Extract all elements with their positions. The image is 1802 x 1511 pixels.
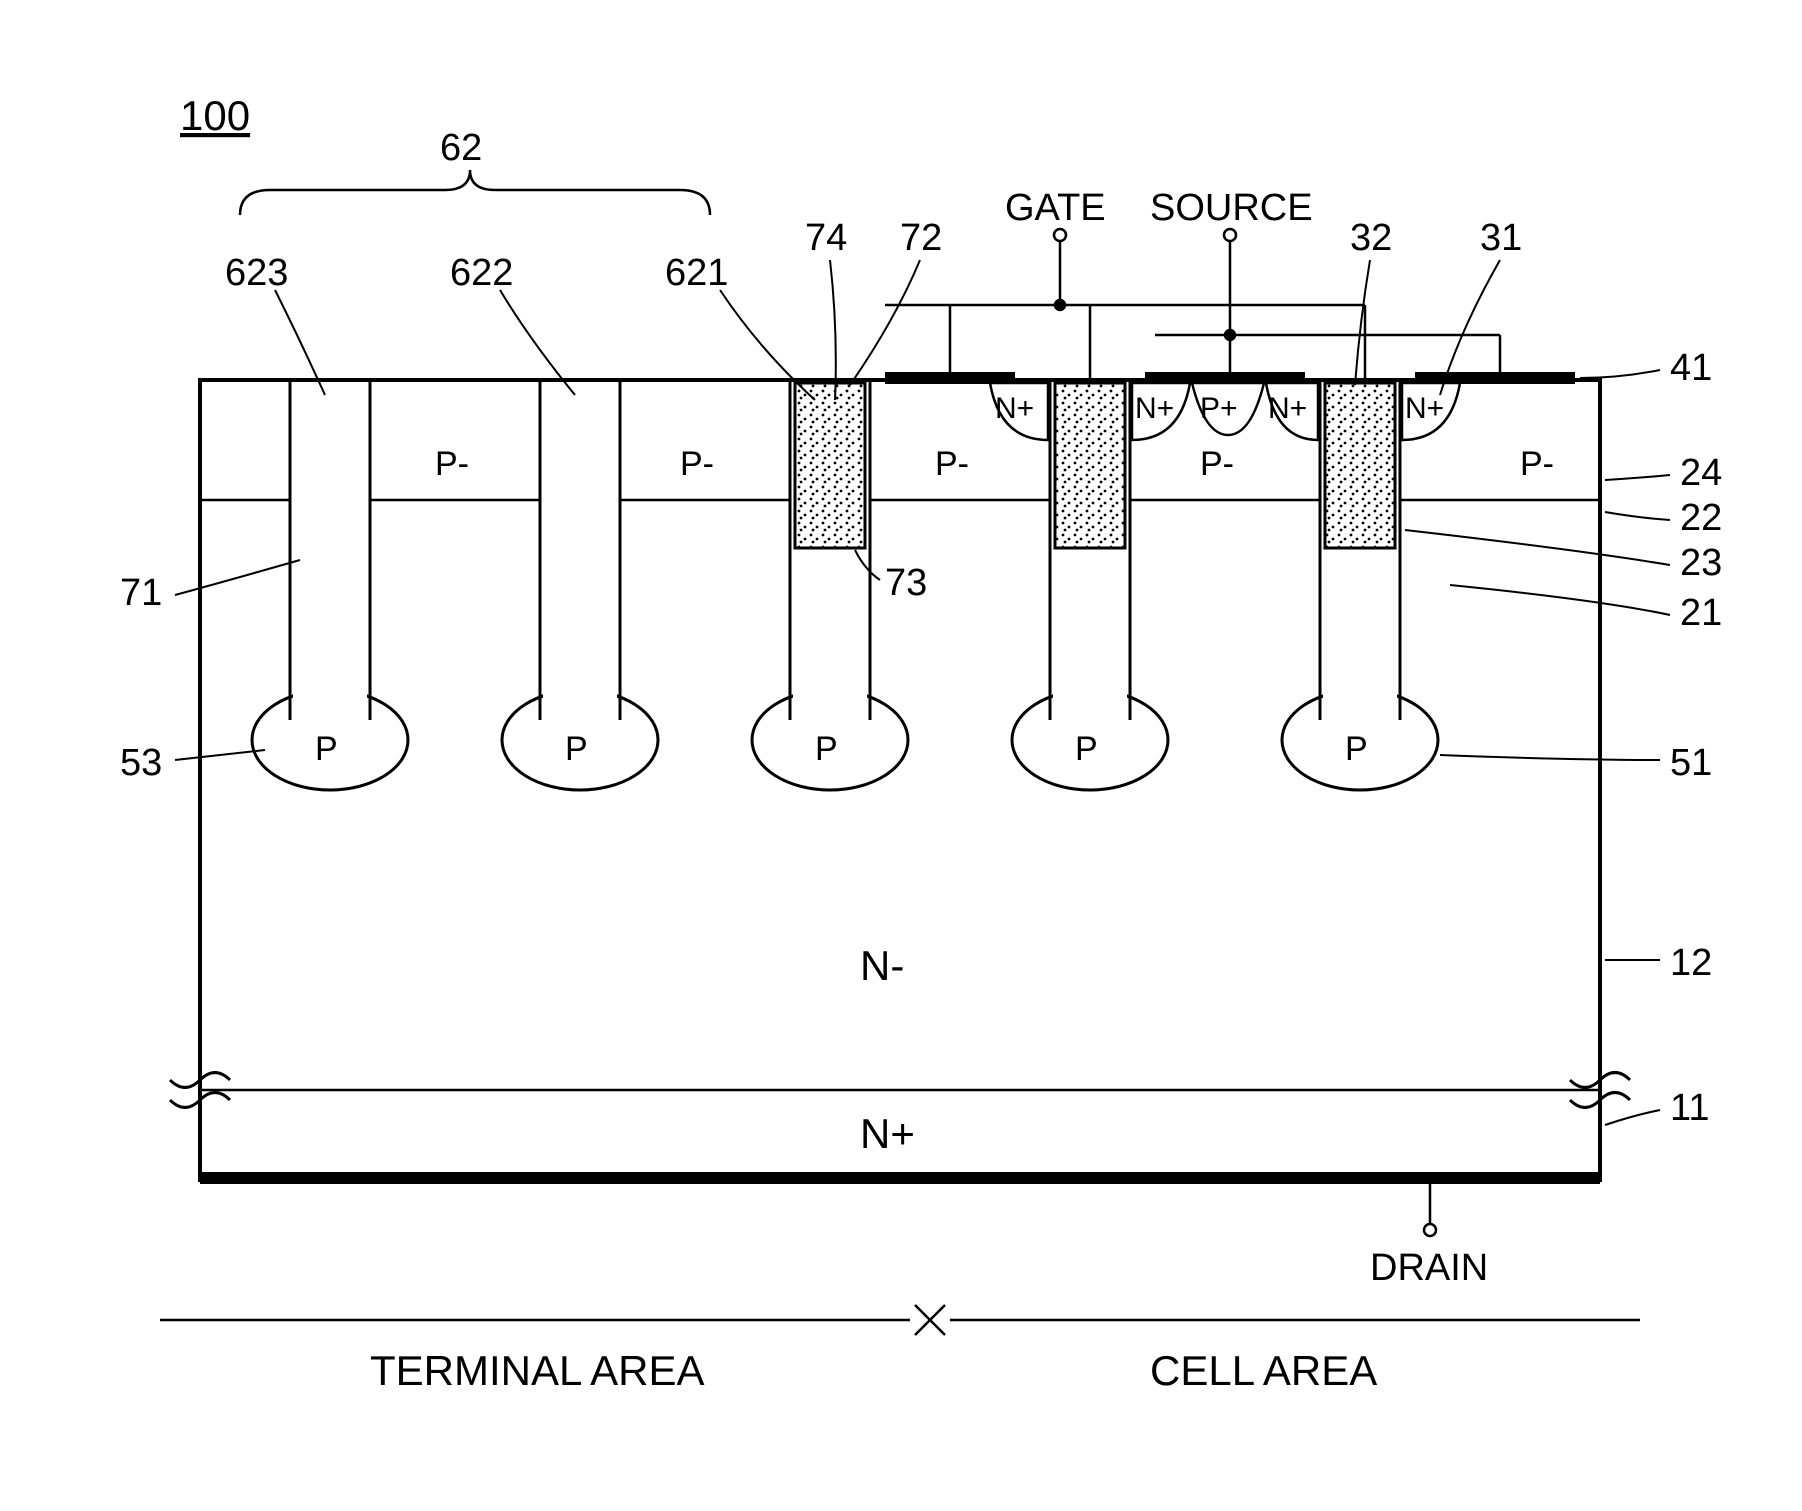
n-plus-label: N+ bbox=[1135, 392, 1174, 425]
ref-22: 22 bbox=[1680, 497, 1722, 539]
gate-terminal-label: GATE bbox=[1005, 187, 1106, 229]
p-body-label: P- bbox=[680, 445, 714, 483]
semiconductor-cross-section: 100 P bbox=[40, 40, 1760, 1470]
ref-24: 24 bbox=[1680, 452, 1722, 494]
brace-62 bbox=[240, 170, 710, 215]
p-body-label: P- bbox=[935, 445, 969, 483]
ref-71: 71 bbox=[120, 572, 162, 614]
ref-73: 73 bbox=[885, 562, 927, 604]
p-body-label: P- bbox=[1520, 445, 1554, 483]
ref-621: 621 bbox=[665, 252, 728, 294]
cell-area-label: CELL AREA bbox=[1150, 1347, 1377, 1394]
p-pocket-label: P bbox=[565, 730, 588, 768]
ref-72: 72 bbox=[900, 217, 942, 259]
n-plus-label: N+ bbox=[1405, 392, 1444, 425]
p-pocket-label: P bbox=[315, 730, 338, 768]
ref-21: 21 bbox=[1680, 592, 1722, 634]
ref-622: 622 bbox=[450, 252, 513, 294]
area-divider bbox=[160, 1305, 1640, 1335]
ref-12: 12 bbox=[1670, 942, 1712, 984]
ref-41: 41 bbox=[1670, 347, 1712, 389]
terminal-wiring bbox=[885, 229, 1500, 380]
p-body-label: P- bbox=[435, 445, 469, 483]
figure-number: 100 bbox=[180, 92, 250, 139]
p-pocket-label: P bbox=[815, 730, 838, 768]
ref-31: 31 bbox=[1480, 217, 1522, 259]
p-pocket-label: P bbox=[1345, 730, 1368, 768]
terminal-area-label: TERMINAL AREA bbox=[370, 1347, 705, 1394]
drift-label: N- bbox=[860, 942, 904, 989]
ref-51: 51 bbox=[1670, 742, 1712, 784]
ref-32: 32 bbox=[1350, 217, 1392, 259]
substrate-label: N+ bbox=[860, 1110, 915, 1157]
ref-623: 623 bbox=[225, 252, 288, 294]
ref-62: 62 bbox=[440, 127, 482, 169]
p-body-label: P- bbox=[1200, 445, 1234, 483]
source-terminal-label: SOURCE bbox=[1150, 187, 1313, 229]
ref-53: 53 bbox=[120, 742, 162, 784]
p-plus-label: P+ bbox=[1200, 392, 1238, 425]
ref-11: 11 bbox=[1670, 1087, 1709, 1129]
n-plus-label: N+ bbox=[995, 392, 1034, 425]
ref-74: 74 bbox=[805, 217, 847, 259]
ref-23: 23 bbox=[1680, 542, 1722, 584]
drain-terminal bbox=[1424, 1184, 1436, 1236]
p-pocket-label: P bbox=[1075, 730, 1098, 768]
n-plus-label: N+ bbox=[1268, 392, 1307, 425]
drain-terminal-label: DRAIN bbox=[1370, 1247, 1488, 1289]
